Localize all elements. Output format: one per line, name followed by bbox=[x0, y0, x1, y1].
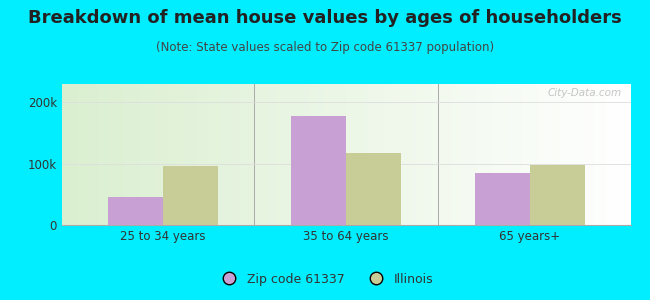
Bar bbox=[530, 165, 584, 225]
Bar bbox=[108, 197, 162, 225]
Bar bbox=[162, 166, 218, 225]
Bar bbox=[291, 116, 346, 225]
Bar bbox=[474, 173, 530, 225]
Text: City-Data.com: City-Data.com bbox=[548, 88, 622, 98]
Text: (Note: State values scaled to Zip code 61337 population): (Note: State values scaled to Zip code 6… bbox=[156, 40, 494, 53]
Legend: Zip code 61337, Illinois: Zip code 61337, Illinois bbox=[212, 268, 438, 291]
Text: Breakdown of mean house values by ages of householders: Breakdown of mean house values by ages o… bbox=[28, 9, 622, 27]
Bar bbox=[346, 153, 401, 225]
